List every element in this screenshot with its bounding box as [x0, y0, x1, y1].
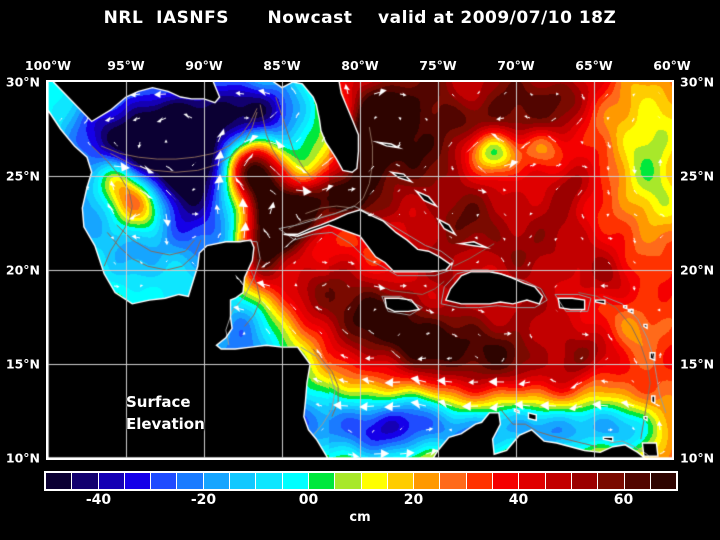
colorbar-swatch	[466, 473, 494, 489]
colorbar-tick-labels: -40 -20 00 20 40 60	[46, 492, 676, 510]
colorbar-swatch	[230, 473, 257, 489]
colorbar-swatch	[624, 473, 651, 489]
colorbar-swatch	[98, 473, 125, 489]
colorbar-swatch	[203, 473, 231, 489]
latitude-tick-label: 20°N	[680, 262, 715, 278]
latitude-tick-label: 20°N	[5, 262, 40, 278]
longitude-tick-label: 70°W	[497, 58, 535, 73]
colorbar-tick-label: 60	[613, 492, 634, 508]
longitude-tick-label: 90°W	[185, 58, 223, 73]
longitude-tick-label: 85°W	[263, 58, 301, 73]
map-plot-area[interactable]: Surface Elevation	[46, 80, 674, 460]
figure-title: NRL IASNFS Nowcast valid at 2009/07/10 1…	[103, 8, 617, 28]
colorbar-swatch	[282, 473, 309, 489]
longitude-tick-label: 60°W	[653, 58, 691, 73]
colorbar-swatch	[650, 473, 677, 489]
longitude-tick-label: 65°W	[575, 58, 613, 73]
colorbar-swatch	[177, 473, 204, 489]
colorbar-swatch	[545, 473, 572, 489]
colorbar-swatch	[414, 473, 441, 489]
colorbar-swatch	[124, 473, 152, 489]
sea-surface-elevation-raster	[48, 82, 672, 458]
latitude-tick-label: 15°N	[5, 356, 40, 372]
colorbar-swatch	[308, 473, 336, 489]
longitude-axis-top: 100°W 95°W 90°W 85°W 80°W 75°W 70°W 65°W 60°W	[25, 58, 691, 74]
colorbar-unit-label: cm	[349, 510, 371, 525]
latitude-axis-left: 30°N 25°N 20°N 15°N 10°N	[0, 75, 44, 466]
latitude-tick-label: 30°N	[5, 74, 40, 90]
colorbar-tick-label: -40	[85, 492, 112, 508]
colorbar-tick-label: -20	[190, 492, 217, 508]
colorbar-tick-label: 00	[298, 492, 319, 508]
longitude-tick-label: 100°W	[24, 58, 72, 73]
latitude-tick-label: 15°N	[680, 356, 715, 372]
colorbar-swatch	[46, 473, 73, 489]
colorbar-swatch	[151, 473, 178, 489]
colorbar-swatch	[571, 473, 599, 489]
colorbar-swatches	[46, 473, 677, 489]
colorbar-tick-label: 20	[403, 492, 424, 508]
colorbar-swatch	[256, 473, 283, 489]
colorbar-swatch	[361, 473, 388, 489]
longitude-tick-label: 80°W	[341, 58, 379, 73]
colorbar-swatch	[387, 473, 415, 489]
colorbar-swatch	[72, 473, 99, 489]
colorbar-swatch	[598, 473, 625, 489]
colorbar-tick-label: 40	[508, 492, 529, 508]
colorbar-swatch	[335, 473, 362, 489]
longitude-tick-label: 75°W	[419, 58, 457, 73]
latitude-axis-right: 30°N 25°N 20°N 15°N 10°N	[676, 75, 720, 466]
colorbar	[44, 471, 678, 491]
latitude-tick-label: 25°N	[5, 168, 40, 184]
colorbar-swatch	[440, 473, 467, 489]
latitude-tick-label: 30°N	[680, 74, 715, 90]
colorbar-swatch	[519, 473, 546, 489]
longitude-tick-label: 95°W	[107, 58, 145, 73]
colorbar-swatch	[493, 473, 520, 489]
latitude-tick-label: 10°N	[5, 450, 40, 466]
latitude-tick-label: 25°N	[680, 168, 715, 184]
latitude-tick-label: 10°N	[680, 450, 715, 466]
